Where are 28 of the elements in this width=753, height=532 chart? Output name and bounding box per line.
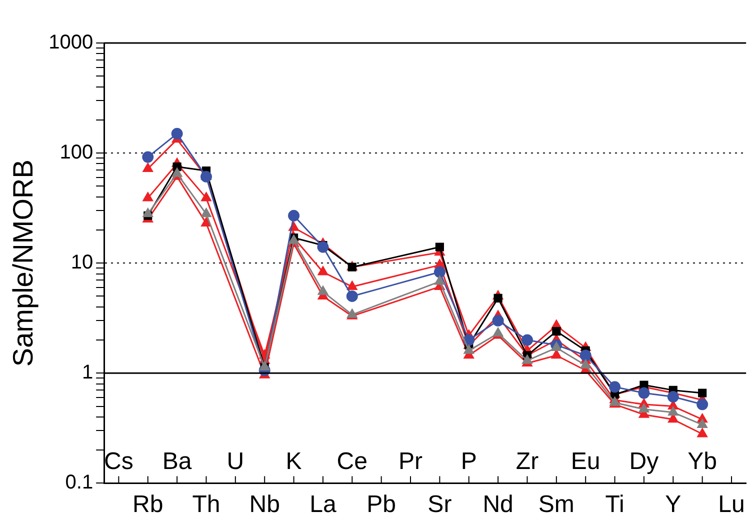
y-axis-title: Sample/NMORB	[8, 160, 39, 367]
x-tick-label: Sm	[538, 491, 574, 518]
y-tick-label: 1	[82, 362, 94, 384]
x-tick-label: Pr	[398, 448, 423, 476]
y-tick-label: 0.1	[65, 472, 94, 494]
x-tick-label: Zr	[516, 448, 539, 476]
y-tick-label: 10	[70, 252, 94, 274]
x-tick-label: Th	[192, 491, 220, 518]
x-tick-label: Lu	[718, 491, 745, 518]
x-tick-label: K	[286, 448, 302, 476]
x-tick-label: Y	[665, 491, 682, 518]
y-tick-label: 1000	[48, 32, 94, 54]
x-tick-label: Pb	[366, 491, 396, 518]
x-tick-label: P	[460, 448, 477, 476]
x-tick-label: U	[226, 448, 244, 476]
x-tick-label: Yb	[688, 448, 717, 476]
y-tick-label: 100	[60, 142, 94, 164]
x-tick-label: Ce	[336, 448, 368, 476]
x-tick-label: Ti	[605, 491, 624, 518]
x-tick-label: Dy	[629, 448, 659, 476]
x-tick-label: Eu	[570, 448, 600, 476]
x-tick-label: Cs	[104, 448, 134, 476]
x-tick-label: La	[310, 491, 337, 518]
x-tick-label: Nb	[249, 491, 280, 518]
x-tick-label: Nd	[482, 491, 514, 518]
x-tick-label: Ba	[162, 448, 192, 476]
x-tick-label: Sr	[428, 491, 452, 518]
x-tick-label: Rb	[132, 491, 164, 518]
